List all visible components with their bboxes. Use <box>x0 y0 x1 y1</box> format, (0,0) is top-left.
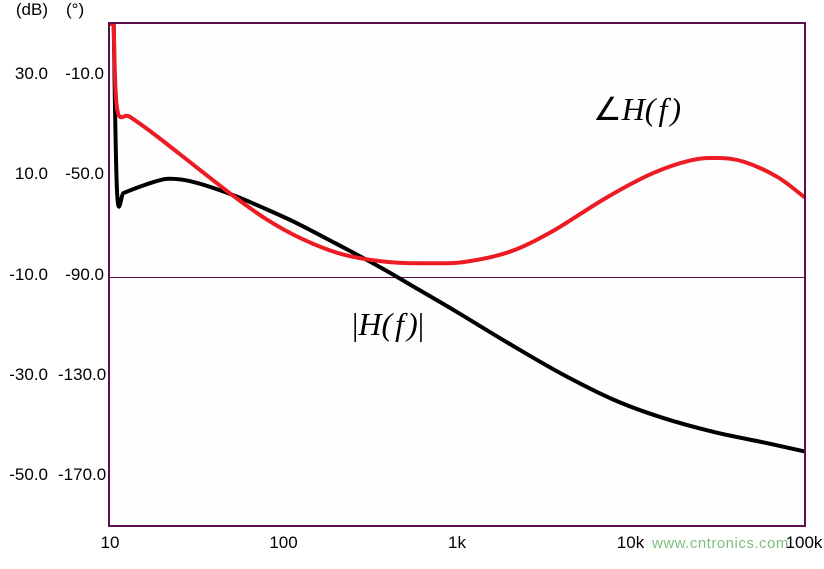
xtick: 1k <box>448 533 466 553</box>
y-axis-db-header: (dB) <box>0 0 48 20</box>
xtick: 10 <box>101 533 120 553</box>
ytick-deg: -170.0 <box>58 465 104 485</box>
ytick-deg: -10.0 <box>58 64 104 84</box>
xtick: 10k <box>617 533 644 553</box>
y-axis-deg-header: (°) <box>66 0 84 20</box>
magnitude-curve <box>110 24 804 451</box>
magnitude-label: |H(f)| <box>352 306 424 343</box>
ytick-db: -10.0 <box>0 265 48 285</box>
phase-label: ∠H(f) <box>593 90 681 128</box>
watermark: www.cntronics.com <box>652 535 789 552</box>
phase-curve <box>110 24 804 263</box>
ytick-deg: -50.0 <box>58 164 104 184</box>
ytick-db: -50.0 <box>0 465 48 485</box>
ytick-deg: -130.0 <box>58 365 104 385</box>
curves-svg <box>110 24 804 525</box>
ytick-db: -30.0 <box>0 365 48 385</box>
plot-area: |H(f)| ∠H(f) <box>108 22 806 527</box>
xtick: 100 <box>269 533 297 553</box>
ytick-db: 30.0 <box>0 64 48 84</box>
xtick: 100k <box>786 533 823 553</box>
ytick-deg: -90.0 <box>58 265 104 285</box>
ytick-db: 10.0 <box>0 164 48 184</box>
